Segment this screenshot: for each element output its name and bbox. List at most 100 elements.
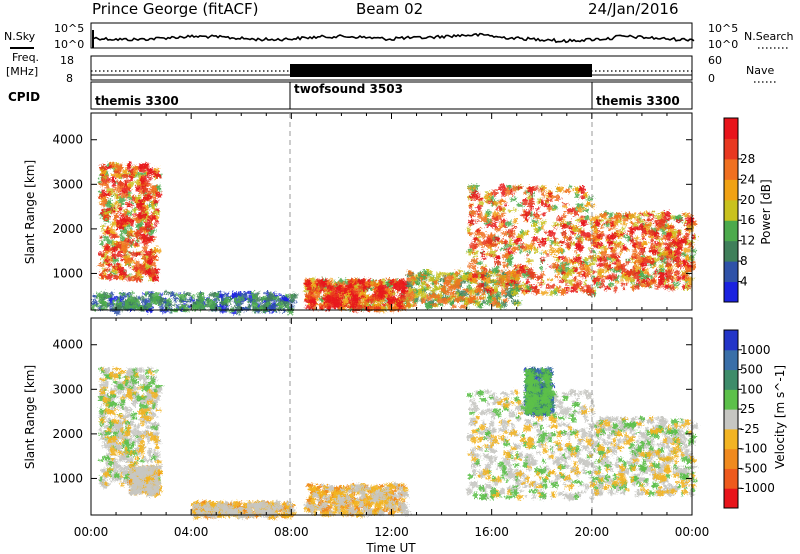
echo-cell	[491, 215, 496, 219]
echo-cell	[421, 281, 428, 286]
echo-cell	[128, 162, 132, 168]
echo-cell	[516, 285, 523, 288]
echo-cell	[385, 503, 388, 509]
echo-cell	[109, 307, 116, 312]
echo-cell	[512, 246, 520, 250]
echo-cell	[570, 231, 575, 235]
echo-cell	[635, 270, 641, 274]
echo-cell	[551, 411, 558, 415]
echo-cell	[606, 256, 611, 261]
echo-cell	[117, 254, 124, 257]
echo-cell	[100, 370, 105, 374]
echo-cell	[212, 300, 216, 305]
echo-cell	[539, 481, 543, 486]
echo-cell	[208, 300, 215, 305]
echo-cell	[640, 262, 645, 267]
echo-cell	[132, 431, 139, 437]
echo-cell	[590, 404, 595, 408]
colorbar-tick-label: 8	[740, 254, 748, 268]
noise-search-label: N.Search	[744, 30, 794, 43]
echo-cell	[353, 287, 360, 293]
echo-cell	[150, 470, 155, 476]
echo-cell	[138, 445, 142, 451]
power-data-layer	[91, 162, 697, 315]
echo-cell	[565, 286, 568, 293]
echo-cell	[475, 219, 479, 224]
echo-cell	[412, 302, 417, 308]
echo-cell	[275, 504, 281, 509]
echo-cell	[107, 302, 110, 308]
echo-cell	[393, 483, 399, 486]
echo-cell	[145, 425, 150, 429]
echo-cell	[405, 291, 412, 298]
echo-cell	[375, 282, 381, 288]
echo-cell	[139, 227, 144, 231]
echo-cell	[480, 296, 484, 300]
echo-cell	[429, 272, 433, 275]
echo-cell	[471, 194, 478, 200]
echo-cell	[473, 452, 477, 459]
noise-left-tick-top: 10^5	[54, 22, 84, 35]
echo-cell	[580, 195, 585, 199]
echo-cell	[504, 187, 511, 192]
echo-cell	[118, 455, 126, 462]
echo-cell	[132, 482, 136, 486]
echo-cell	[326, 505, 333, 512]
echo-cell	[520, 213, 528, 218]
echo-cell	[148, 389, 151, 392]
echo-cell	[556, 270, 560, 274]
echo-cell	[138, 418, 142, 421]
echo-cell	[123, 451, 129, 457]
echo-cell	[667, 237, 671, 242]
echo-cell	[126, 459, 131, 463]
echo-cell	[222, 504, 228, 510]
echo-cell	[153, 192, 158, 198]
echo-cell	[369, 287, 373, 291]
echo-cell	[507, 209, 513, 213]
echo-cell	[672, 230, 677, 237]
echo-cell	[248, 299, 251, 303]
colorbar-swatch	[724, 220, 738, 242]
echo-cell	[626, 276, 632, 283]
echo-cell	[621, 227, 626, 231]
echo-cell	[571, 467, 575, 472]
echo-cell	[139, 403, 145, 409]
echo-cell	[124, 239, 130, 242]
echo-cell	[320, 280, 327, 286]
echo-cell	[373, 280, 377, 287]
echo-cell	[324, 301, 330, 307]
echo-cell	[271, 502, 276, 505]
echo-cell	[576, 203, 584, 209]
echo-cell	[198, 505, 205, 509]
echo-cell	[505, 279, 510, 284]
echo-cell	[463, 291, 468, 296]
echo-cell	[563, 460, 567, 465]
echo-cell	[572, 410, 576, 416]
echo-cell	[211, 513, 219, 518]
echo-cell	[502, 263, 509, 269]
echo-cell	[129, 292, 134, 295]
echo-cell	[564, 456, 571, 460]
echo-cell	[400, 294, 404, 297]
echo-cell	[531, 456, 534, 461]
echo-cell	[178, 291, 181, 295]
echo-cell	[578, 186, 585, 193]
echo-cell	[524, 210, 531, 215]
echo-cell	[129, 468, 133, 472]
echo-cell	[145, 393, 150, 400]
echo-cell	[189, 304, 192, 307]
echo-cell	[333, 303, 340, 309]
echo-cell	[578, 217, 584, 220]
echo-cell	[329, 504, 335, 507]
echo-cell	[101, 209, 104, 216]
echo-cell	[342, 296, 349, 300]
echo-cell	[122, 477, 129, 480]
echo-cell	[452, 292, 457, 296]
echo-cell	[571, 284, 575, 289]
echo-cell	[506, 291, 513, 297]
echo-cell	[516, 273, 522, 278]
echo-cell	[601, 275, 608, 279]
echo-cell	[209, 292, 216, 297]
echo-cell	[643, 241, 649, 245]
echo-cell	[237, 308, 241, 315]
